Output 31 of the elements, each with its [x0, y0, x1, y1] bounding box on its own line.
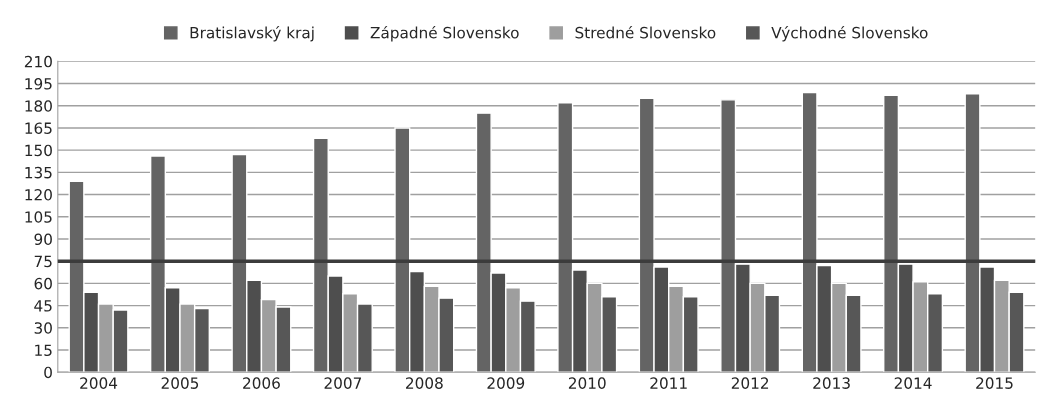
- x-tick-label: 2011: [650, 377, 687, 389]
- x-tick-label: 2012: [731, 377, 769, 389]
- y-tick-label: 60: [34, 277, 52, 290]
- y-tick-label: 15: [35, 344, 52, 357]
- x-tick-label: 2013: [813, 377, 850, 389]
- y-tick-label: 0: [44, 366, 52, 379]
- x-tick-label: 2010: [568, 377, 606, 389]
- y-tick-label: 135: [25, 166, 52, 179]
- y-tick-label: 150: [25, 144, 52, 157]
- x-tick-label: 2008: [406, 377, 443, 389]
- x-tick-label: 2009: [487, 377, 525, 389]
- y-tick-label: 30: [34, 322, 52, 334]
- x-tick-label: 2004: [80, 377, 118, 389]
- y-tick-label: 195: [25, 78, 52, 90]
- legend-label: Stredné Slovensko: [575, 25, 716, 39]
- y-tick-label: 210: [24, 55, 52, 68]
- y-tick-label: 105: [25, 211, 52, 223]
- y-tick-label: 45: [34, 300, 52, 312]
- y-tick-label: 165: [25, 122, 52, 134]
- x-tick-label: 2005: [161, 377, 199, 389]
- legend-label: Bratislavský kraj: [190, 25, 314, 42]
- x-tick-label: 2014: [894, 377, 932, 389]
- legend-label: Západné Slovensko: [370, 25, 519, 42]
- y-tick-label: 90: [34, 233, 52, 245]
- x-tick-label: 2007: [324, 377, 362, 389]
- y-tick-label: 120: [25, 189, 52, 201]
- y-tick-label: 75: [34, 255, 52, 268]
- x-tick-label: 2006: [243, 377, 280, 389]
- x-tick-label: 2015: [976, 377, 1013, 389]
- legend-label: Východné Slovensko: [771, 25, 928, 42]
- y-tick-label: 180: [25, 100, 52, 112]
